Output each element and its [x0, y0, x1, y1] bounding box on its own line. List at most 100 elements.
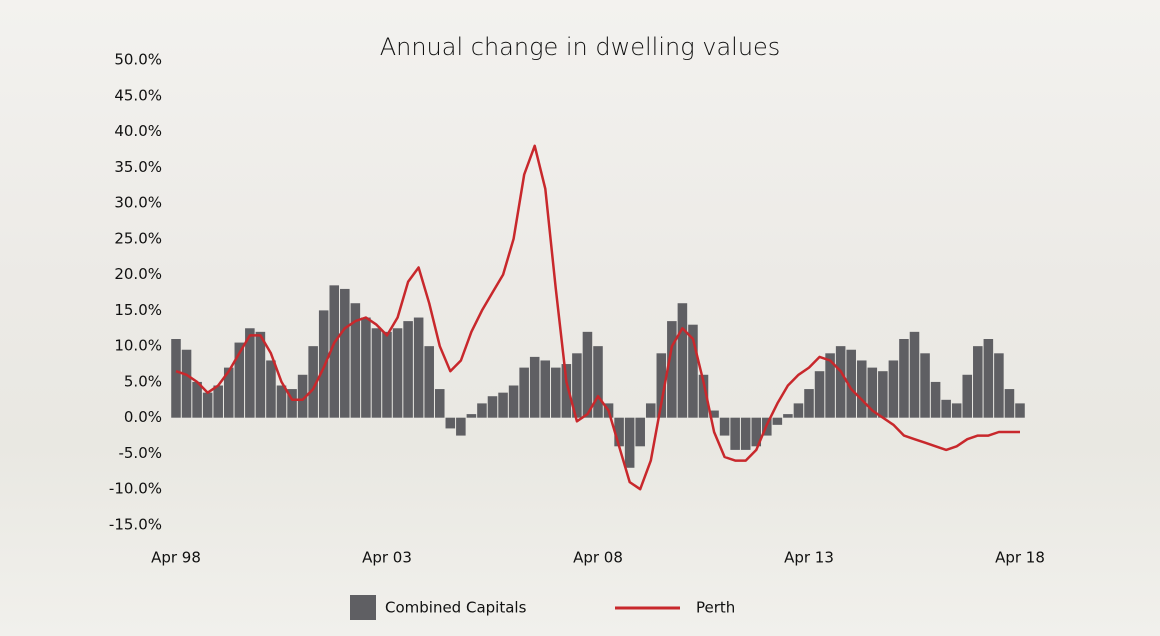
bar — [508, 385, 519, 418]
x-tick-label: Apr 03 — [362, 549, 412, 567]
bar — [498, 392, 508, 418]
bar — [561, 364, 572, 418]
bar — [350, 303, 361, 418]
bar — [287, 389, 297, 418]
bar — [941, 399, 951, 418]
bar — [814, 371, 825, 418]
bar — [930, 381, 941, 418]
bar — [403, 321, 413, 418]
bar — [434, 389, 445, 418]
bar — [783, 414, 793, 418]
bar — [255, 331, 266, 418]
legend-label: Perth — [696, 599, 735, 617]
bar — [445, 417, 456, 429]
bar — [361, 317, 371, 418]
bar — [266, 360, 276, 418]
bar — [329, 285, 340, 418]
x-tick-label: Apr 18 — [995, 549, 1045, 567]
bar — [529, 356, 540, 418]
bar — [1015, 403, 1025, 418]
bar — [1004, 389, 1015, 418]
bar — [719, 417, 730, 436]
bar — [645, 403, 656, 418]
y-tick-label: -15.0% — [109, 516, 162, 534]
bar — [308, 346, 318, 418]
bar — [899, 339, 909, 418]
y-tick-label: 5.0% — [124, 372, 162, 390]
bar — [730, 417, 740, 450]
legend-swatch — [350, 595, 376, 620]
bar — [973, 346, 983, 418]
y-tick-label: -5.0% — [118, 444, 162, 462]
bar — [276, 385, 287, 418]
y-tick-label: 50.0% — [114, 51, 162, 69]
bar — [793, 403, 804, 418]
bar — [213, 385, 223, 418]
bar — [392, 328, 403, 418]
bar — [192, 381, 202, 418]
bar — [804, 389, 814, 418]
bar — [825, 353, 835, 418]
bar — [551, 367, 561, 418]
bar — [772, 417, 783, 425]
bar — [223, 367, 234, 418]
bar — [572, 353, 582, 418]
bar — [487, 396, 498, 418]
y-tick-label: 10.0% — [114, 337, 162, 355]
bar — [751, 417, 762, 447]
bar — [740, 417, 751, 450]
x-tick-label: Apr 98 — [151, 549, 201, 567]
y-tick-label: 35.0% — [114, 158, 162, 176]
chart-title: Annual change in dwelling values — [380, 33, 781, 61]
y-tick-label: 15.0% — [114, 301, 162, 319]
x-tick-label: Apr 13 — [784, 549, 834, 567]
bar — [382, 331, 392, 418]
bar — [340, 288, 350, 418]
bar — [234, 342, 245, 418]
bar — [624, 417, 635, 468]
bar — [245, 328, 255, 418]
bar — [962, 374, 973, 418]
y-tick-label: 40.0% — [114, 122, 162, 140]
bar — [456, 417, 466, 436]
bar — [477, 403, 487, 418]
bar — [297, 374, 308, 418]
bar — [888, 360, 899, 418]
y-tick-label: 25.0% — [114, 229, 162, 247]
legend-label: Combined Capitals — [385, 599, 527, 617]
bar — [371, 328, 382, 418]
bar — [688, 324, 698, 418]
bar — [519, 367, 529, 418]
bar — [909, 331, 920, 418]
bar — [656, 353, 667, 418]
bar — [698, 374, 709, 418]
x-tick-label: Apr 08 — [573, 549, 623, 567]
bar — [413, 317, 424, 418]
bar — [614, 417, 624, 447]
bar — [878, 371, 888, 418]
bar — [181, 349, 192, 418]
bar — [540, 360, 551, 418]
bar — [582, 331, 593, 418]
y-tick-label: 30.0% — [114, 194, 162, 212]
bar — [951, 403, 962, 418]
bar — [424, 346, 434, 418]
y-tick-label: 0.0% — [124, 408, 162, 426]
bar — [867, 367, 878, 418]
bar — [466, 414, 477, 418]
bar — [856, 360, 867, 418]
bar — [983, 339, 994, 418]
line — [175, 144, 1020, 491]
bar — [709, 410, 719, 418]
y-tick-label: 45.0% — [114, 86, 162, 104]
bar — [593, 346, 603, 418]
bar — [677, 303, 688, 418]
bar — [667, 321, 677, 418]
bar — [994, 353, 1004, 418]
bar — [846, 349, 856, 418]
bar — [835, 346, 846, 418]
bar — [318, 310, 329, 418]
y-tick-label: -10.0% — [109, 480, 162, 498]
y-tick-label: 20.0% — [114, 265, 162, 283]
